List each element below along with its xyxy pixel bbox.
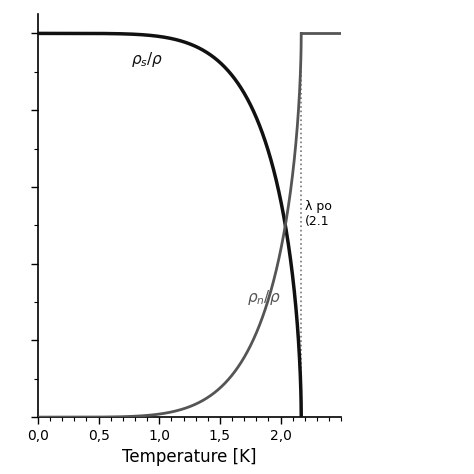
Text: $\rho_n/\rho$: $\rho_n/\rho$ (246, 288, 280, 307)
Text: λ po
(2.1: λ po (2.1 (305, 200, 332, 228)
Text: $\rho_s/\rho$: $\rho_s/\rho$ (131, 50, 164, 69)
X-axis label: Temperature [K]: Temperature [K] (122, 448, 257, 466)
